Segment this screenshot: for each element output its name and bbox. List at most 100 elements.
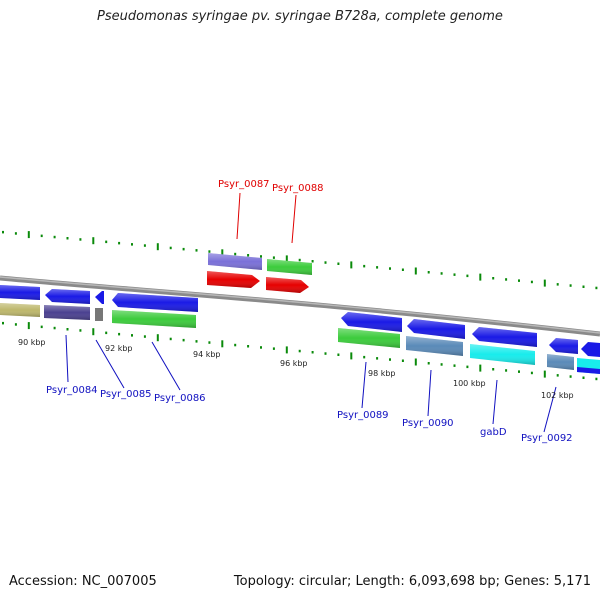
gc-mark <box>27 231 30 239</box>
gc-mark <box>518 370 520 373</box>
gene-label-psyr-0084[interactable]: Psyr_0084 <box>46 385 98 396</box>
gc-mark <box>337 262 340 265</box>
gene-khaki-left[interactable] <box>0 303 40 317</box>
gene-label-psyr-0087[interactable]: Psyr_0087 <box>218 179 270 190</box>
gc-mark <box>285 255 288 263</box>
cds-arrow-gabd[interactable] <box>472 327 537 347</box>
gc-mark <box>363 355 366 359</box>
gc-mark <box>453 273 456 276</box>
tick-label: 90 kbp <box>18 338 46 347</box>
gene-label-gabd[interactable]: gabD <box>480 427 507 438</box>
gc-mark <box>505 278 508 281</box>
label-leaders <box>65 192 557 433</box>
scale-labels: 90 kbp 92 kbp 94 kbp 96 kbp 98 kbp 100 k… <box>18 338 574 400</box>
gene-steel-psyr-0090[interactable] <box>406 336 463 356</box>
gene-psyr-0088[interactable] <box>267 259 312 275</box>
gc-mark <box>143 244 146 247</box>
gene-green-psyr-0086[interactable] <box>112 310 196 328</box>
gc-mark <box>182 247 185 251</box>
gc-mark <box>260 255 262 258</box>
gc-mark <box>401 268 404 271</box>
gc-mark <box>543 370 546 378</box>
gc-mark <box>582 285 585 288</box>
gc-mark <box>414 267 417 275</box>
gc-mark <box>492 277 495 280</box>
gc-mark <box>569 375 572 378</box>
gc-mark <box>234 343 237 347</box>
gc-mark <box>118 241 121 245</box>
gene-grey-small[interactable] <box>95 308 103 321</box>
gc-mark <box>324 352 327 355</box>
gc-mark <box>79 329 82 332</box>
cds-arrow-psyr-0084[interactable] <box>45 289 90 304</box>
gc-mark <box>66 237 69 240</box>
gc-mark <box>582 376 585 379</box>
cds-arrow-left-edge[interactable] <box>0 285 40 300</box>
gc-mark <box>376 357 379 360</box>
tick-label: 94 kbp <box>193 350 221 359</box>
gc-mark <box>40 234 43 238</box>
rna-arrow-1[interactable] <box>207 271 260 288</box>
gc-mark <box>505 369 508 372</box>
cds-arrow-psyr-0089[interactable] <box>341 312 402 332</box>
gene-label-psyr-0092[interactable]: Psyr_0092 <box>521 433 573 444</box>
gc-mark <box>143 335 146 338</box>
gene-label-psyr-0085[interactable]: Psyr_0085 <box>100 389 152 400</box>
genome-backbone <box>0 275 600 337</box>
gene-steel-psyr-0092[interactable] <box>547 354 574 370</box>
gene-label-psyr-0088[interactable]: Psyr_0088 <box>272 183 324 194</box>
tick-label: 98 kbp <box>368 369 396 378</box>
gc-mark <box>311 351 314 354</box>
gene-navy-left[interactable] <box>44 305 90 320</box>
gc-mark <box>543 279 546 287</box>
gc-mark <box>79 238 82 241</box>
cds-arrow-right-edge[interactable] <box>581 342 600 357</box>
gene-psyr-0087[interactable] <box>208 253 262 270</box>
gc-mark <box>195 249 198 252</box>
cds-arrow-psyr-0085[interactable] <box>95 291 104 304</box>
gene-label-psyr-0089[interactable]: Psyr_0089 <box>337 410 389 421</box>
gc-mark <box>66 328 69 331</box>
tick-label: 102 kbp <box>541 391 574 400</box>
cds-arrow-psyr-0092[interactable] <box>549 338 578 354</box>
gc-mark <box>195 340 198 343</box>
gc-mark <box>389 358 391 361</box>
gc-mark <box>105 240 108 244</box>
gc-mark <box>466 365 469 369</box>
gc-mark <box>440 272 443 275</box>
gc-mark <box>234 252 237 256</box>
gene-cyan-right-edge[interactable] <box>577 358 600 374</box>
gc-mark <box>92 237 95 245</box>
gc-mark <box>530 280 533 284</box>
gc-mark <box>453 364 456 367</box>
gc-mark <box>2 321 4 325</box>
gene-cyan-gabd[interactable] <box>470 344 535 365</box>
gene-labels: Psyr_0087 Psyr_0088 Psyr_0084 Psyr_0085 … <box>46 179 573 444</box>
gc-mark <box>298 349 301 353</box>
gc-mark <box>440 363 443 366</box>
gc-mark <box>169 337 172 341</box>
gc-mark <box>350 352 353 360</box>
gc-mark <box>518 279 520 282</box>
gc-mark <box>427 362 430 365</box>
gene-green-psyr-0089[interactable] <box>338 328 400 348</box>
gc-mark <box>595 377 598 381</box>
gc-mark <box>492 368 495 371</box>
gc-mark <box>260 346 262 349</box>
gc-mark <box>131 243 133 246</box>
gc-mark <box>272 347 275 350</box>
gc-mark <box>595 286 598 290</box>
cds-arrow-psyr-0086[interactable] <box>112 293 198 312</box>
rna-arrow-2[interactable] <box>266 277 309 293</box>
gc-mark <box>14 323 17 326</box>
gc-mark <box>169 246 172 250</box>
cds-arrow-psyr-0090[interactable] <box>407 319 465 339</box>
gc-mark <box>414 358 417 366</box>
gc-mark <box>221 340 224 348</box>
gc-mark <box>427 271 430 274</box>
gene-label-psyr-0086[interactable]: Psyr_0086 <box>154 393 206 404</box>
gc-mark <box>221 249 224 257</box>
gc-mark <box>466 274 469 278</box>
gc-mark <box>556 283 559 286</box>
gene-label-psyr-0090[interactable]: Psyr_0090 <box>402 418 454 429</box>
